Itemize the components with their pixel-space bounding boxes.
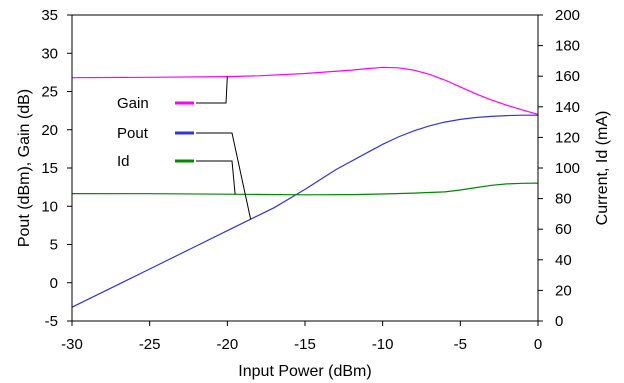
x-axis-title: Input Power (dBm) xyxy=(238,363,371,380)
x-tick-label: -30 xyxy=(61,336,83,353)
y-right-tick-label: 0 xyxy=(555,313,563,330)
y-left-tick-label: -5 xyxy=(45,313,58,330)
y-left-tick-label: 30 xyxy=(41,45,58,62)
x-tick-label: -10 xyxy=(372,336,394,353)
y-right-tick-label: 100 xyxy=(555,160,580,177)
legend: Gain Pout Id xyxy=(117,76,252,220)
legend-label-id: Id xyxy=(117,153,130,170)
y-right-tick-label: 200 xyxy=(555,7,580,24)
legend-callout-line xyxy=(209,160,236,195)
x-tick-label: -5 xyxy=(454,336,467,353)
y-left-tick-label: 35 xyxy=(41,7,58,24)
series-group xyxy=(71,66,539,308)
y-right-tick-label: 40 xyxy=(555,252,572,269)
legend-label-pout: Pout xyxy=(117,125,149,142)
plot-frame xyxy=(71,14,539,322)
series-line-id xyxy=(71,182,539,196)
y-right-tick-label: 160 xyxy=(555,68,580,85)
y-left-tick-label: 10 xyxy=(41,198,58,215)
legend-callout-line xyxy=(209,132,252,220)
y-right-tick-label: 180 xyxy=(555,38,580,55)
y-left-tick-label: 25 xyxy=(41,84,58,101)
y-right-tick-label: 20 xyxy=(555,282,572,299)
y-right-tick-label: 60 xyxy=(555,221,572,238)
y-right-tick-label: 80 xyxy=(555,191,572,208)
x-tick-label: 0 xyxy=(534,336,542,353)
y-left-tick-label: 0 xyxy=(50,275,58,292)
x-tick-label: -20 xyxy=(216,336,238,353)
legend-callout-line xyxy=(209,76,228,104)
y-left-axis-title: Pout (dBm), Gain (dB) xyxy=(16,89,33,247)
series-line-gain xyxy=(71,66,539,115)
x-tick-label: -15 xyxy=(294,336,316,353)
legend-label-gain: Gain xyxy=(117,95,149,112)
x-tick-label: -25 xyxy=(139,336,161,353)
y-left-tick-label: 15 xyxy=(41,160,58,177)
y-left-tick-label: 5 xyxy=(50,237,58,254)
series-line-pout xyxy=(71,114,538,308)
tick-group: -30 -25 -20 -15 -10 -5 0 -5 0 5 10 15 20 25 30 35 0 20 40 6… xyxy=(41,7,580,353)
y-right-axis-title: Current, Id (mA) xyxy=(594,111,611,226)
y-right-tick-label: 120 xyxy=(555,129,580,146)
y-right-tick-label: 140 xyxy=(555,99,580,116)
y-left-tick-label: 20 xyxy=(41,122,58,139)
